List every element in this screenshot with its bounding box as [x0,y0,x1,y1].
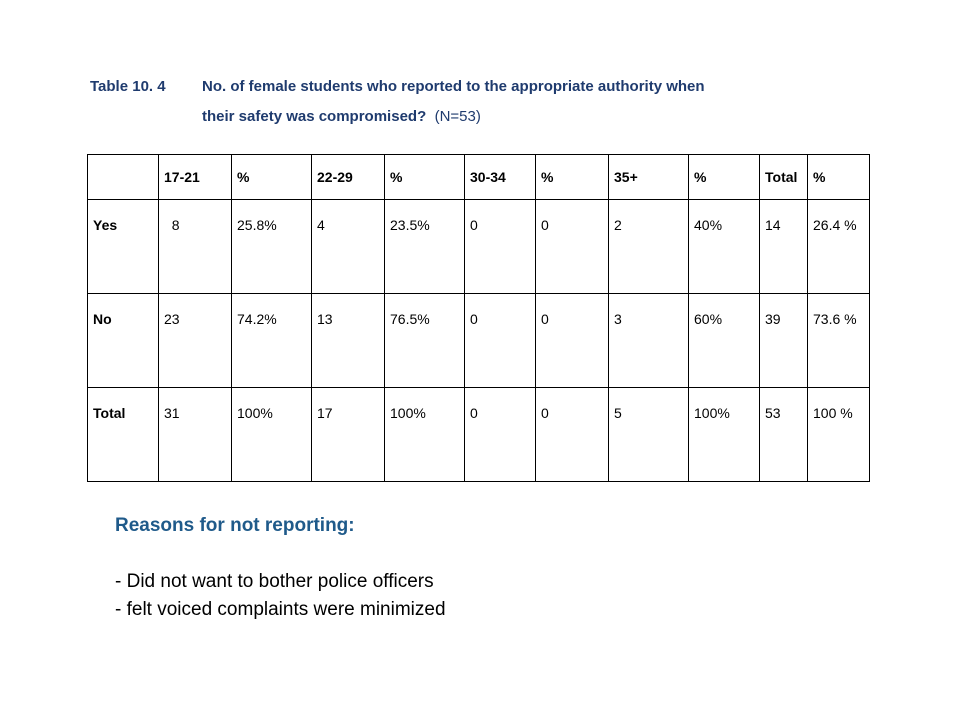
header-cell: 22-29 [311,154,385,200]
header-cell: Total [759,154,808,200]
header-cell: % [535,154,609,200]
table-cell: 74.2% [231,293,312,388]
table-cell: 100% [688,387,760,482]
header-cell: 30-34 [464,154,536,200]
table-cell: 5 [608,387,689,482]
row-label: Total [87,387,159,482]
header-row: 17-21 % 22-29 % 30-34 % 35+ % Total % [87,154,870,200]
caption-line-2: their safety was compromised? (N=53) [90,102,870,132]
table-cell: 25.8% [231,199,312,294]
table-cell: 26.4 % [807,199,870,294]
table-cell: 40% [688,199,760,294]
table-cell: 39 [759,293,808,388]
table-cell: 4 [311,199,385,294]
table-cell: 31 [158,387,232,482]
table-cell: 100% [231,387,312,482]
table-cell: 60% [688,293,760,388]
reasons-section: Reasons for not reporting: - Did not wan… [115,512,446,624]
table-row: No 23 74.2% 13 76.5% 0 0 3 60% 39 73.6 % [87,293,870,388]
table-cell: 100 % [807,387,870,482]
table-cell: 0 [464,199,536,294]
table-row: Total 31 100% 17 100% 0 0 5 100% 53 100 … [87,387,870,482]
header-cell [87,154,159,200]
table-caption: Table 10. 4 No. of female students who re… [90,72,870,132]
table-cell: 23 [158,293,232,388]
caption-text-1: No. of female students who reported to t… [202,78,705,95]
list-item: - felt voiced complaints were minimized [115,599,446,620]
table-number: Table 10. 4 [90,78,166,95]
header-cell: % [231,154,312,200]
table-cell: 100% [384,387,465,482]
table-cell: 23.5% [384,199,465,294]
table-cell: 3 [608,293,689,388]
table-cell: 73.6 % [807,293,870,388]
header-cell: % [807,154,870,200]
header-cell: % [688,154,760,200]
table-cell: 2 [608,199,689,294]
list-item: - Did not want to bother police officers [115,571,434,592]
table-row: Yes 8 25.8% 4 23.5% 0 0 2 40% 14 26.4 % [87,199,870,294]
row-label: No [87,293,159,388]
table-cell: 53 [759,387,808,482]
caption-line-1: Table 10. 4 No. of female students who re… [90,72,870,102]
caption-text-2: their safety was compromised? [202,108,427,125]
data-table: 17-21 % 22-29 % 30-34 % 35+ % Total % Ye… [87,154,870,482]
reasons-list: - Did not want to bother police officers… [115,568,446,624]
table-cell: 0 [535,293,609,388]
row-label: Yes [87,199,159,294]
table-cell: 0 [535,199,609,294]
table-cell: 8 [158,199,232,294]
sample-size: (N=53) [434,108,481,125]
table-cell: 14 [759,199,808,294]
table-cell: 13 [311,293,385,388]
table-cell: 0 [464,387,536,482]
header-cell: 17-21 [158,154,232,200]
table-cell: 0 [464,293,536,388]
reasons-heading: Reasons for not reporting: [115,515,355,536]
table-cell: 76.5% [384,293,465,388]
table-cell: 0 [535,387,609,482]
header-cell: 35+ [608,154,689,200]
header-cell: % [384,154,465,200]
table-cell: 17 [311,387,385,482]
